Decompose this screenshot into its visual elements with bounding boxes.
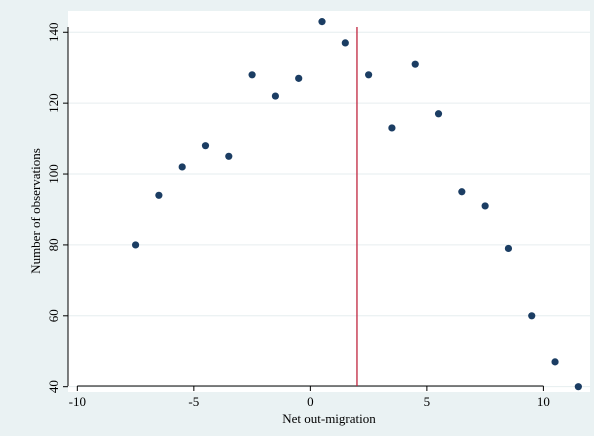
y-axis-ticks: 40 60 80 100 120 140 <box>46 23 68 393</box>
data-point <box>248 71 256 79</box>
data-point <box>178 163 186 171</box>
y-axis-title: Number of observations <box>28 148 43 274</box>
data-point <box>388 124 396 132</box>
data-point <box>295 74 303 82</box>
data-point <box>411 60 419 68</box>
y-tick-label: 140 <box>46 23 61 43</box>
data-point <box>481 202 489 210</box>
plot-area <box>68 11 590 392</box>
y-tick-label: 120 <box>46 93 61 113</box>
data-point <box>551 358 559 366</box>
y-tick-label: 40 <box>46 380 61 393</box>
x-tick-label: -10 <box>69 394 86 409</box>
data-point <box>271 92 280 100</box>
data-points <box>131 18 582 391</box>
data-point <box>318 18 326 26</box>
x-axis-title: Net out-migration <box>282 411 376 426</box>
data-point <box>574 383 582 391</box>
x-tick-label: 10 <box>537 394 550 409</box>
data-point <box>225 152 233 160</box>
x-axis-ticks: -10 -5 0 5 10 <box>69 386 550 409</box>
data-point <box>504 244 513 253</box>
x-tick-label: 0 <box>307 394 314 409</box>
y-tick-label: 60 <box>46 309 61 322</box>
y-tick-label: 100 <box>46 164 61 184</box>
data-point <box>155 191 163 199</box>
data-point <box>341 39 349 47</box>
data-point <box>434 110 443 118</box>
x-tick-label: -5 <box>188 394 199 409</box>
data-point <box>528 312 536 320</box>
data-point <box>131 241 140 249</box>
y-tick-label: 80 <box>46 238 61 251</box>
x-tick-label: 5 <box>424 394 431 409</box>
data-point <box>201 142 210 150</box>
gridlines <box>68 31 590 388</box>
data-point <box>458 188 466 196</box>
data-point <box>365 71 373 79</box>
